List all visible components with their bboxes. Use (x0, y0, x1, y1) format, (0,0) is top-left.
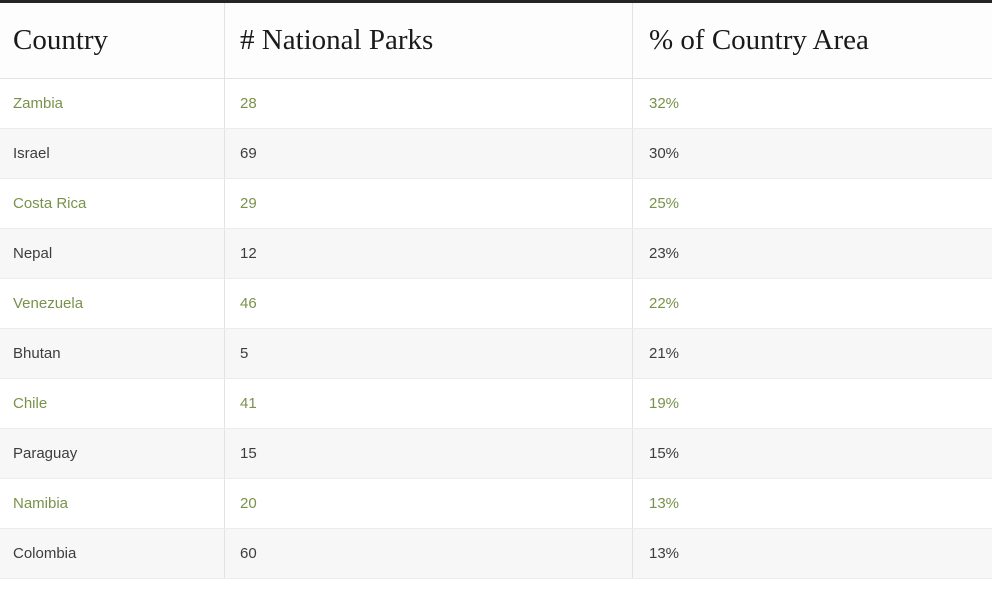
area-cell: 15% (649, 445, 680, 462)
header-country: Country (0, 3, 225, 78)
country-cell: Colombia (0, 529, 225, 578)
country-cell: Chile (0, 379, 225, 428)
parks-cell: 20 (225, 479, 633, 528)
header-national-parks: # National Parks (225, 3, 633, 78)
table-row: Paraguay 15 15% (0, 429, 992, 479)
national-parks-table: Country # National Parks % of Country Ar… (0, 0, 992, 579)
area-cell: 13% (649, 545, 680, 562)
area-cell: 13% (649, 495, 680, 512)
area-cell: 19% (649, 395, 680, 412)
country-cell: Nepal (0, 229, 225, 278)
parks-cell: 5 (225, 329, 633, 378)
area-cell: 23% (649, 245, 680, 262)
country-cell: Bhutan (0, 329, 225, 378)
area-cell: 32% (649, 95, 680, 112)
table-row: Israel 69 30% (0, 129, 992, 179)
table-row: Bhutan 5 21% (0, 329, 992, 379)
table-row: Costa Rica 29 25% (0, 179, 992, 229)
parks-cell: 15 (225, 429, 633, 478)
parks-cell: 29 (225, 179, 633, 228)
area-cell: 25% (649, 195, 680, 212)
table-row: Chile 41 19% (0, 379, 992, 429)
header-country-area: % of Country Area (649, 24, 869, 56)
area-cell: 22% (649, 295, 680, 312)
parks-cell: 41 (225, 379, 633, 428)
table-row: Venezuela 46 22% (0, 279, 992, 329)
area-cell: 21% (649, 345, 680, 362)
parks-cell: 46 (225, 279, 633, 328)
country-cell: Israel (0, 129, 225, 178)
parks-cell: 28 (225, 79, 633, 128)
area-cell: 30% (649, 145, 680, 162)
parks-cell: 60 (225, 529, 633, 578)
country-cell: Paraguay (0, 429, 225, 478)
table-body: Zambia 28 32% Israel 69 30% Costa Rica 2… (0, 79, 992, 579)
country-cell: Namibia (0, 479, 225, 528)
table-header-row: Country # National Parks % of Country Ar… (0, 3, 992, 79)
parks-cell: 12 (225, 229, 633, 278)
country-cell: Costa Rica (0, 179, 225, 228)
table-row: Namibia 20 13% (0, 479, 992, 529)
table-row: Nepal 12 23% (0, 229, 992, 279)
parks-cell: 69 (225, 129, 633, 178)
country-cell: Zambia (0, 79, 225, 128)
table-row: Colombia 60 13% (0, 529, 992, 579)
table-row: Zambia 28 32% (0, 79, 992, 129)
country-cell: Venezuela (0, 279, 225, 328)
